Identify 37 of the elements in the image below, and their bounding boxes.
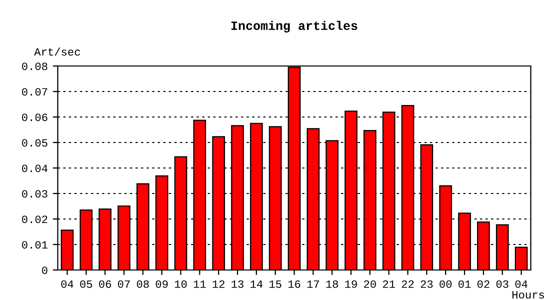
y-tick-label: 0.02 [22,216,48,224]
x-tick-label: 05 [80,280,92,288]
y-tick-label: 0.04 [22,164,48,172]
x-tick-label: 08 [136,280,149,288]
x-tick-label: 19 [345,280,357,288]
x-axis-title: Hours [512,291,544,299]
x-tick-label: 01 [458,280,471,288]
x-tick-label: 18 [326,280,338,288]
y-tick-label: 0.06 [22,114,48,122]
x-tick-label: 12 [212,280,224,288]
x-tick-label: 22 [402,280,414,288]
x-tick-label: 04 [515,280,528,288]
x-tick-label: 02 [477,280,490,288]
y-tick-label: 0.05 [22,139,48,147]
y-axis-title: Art/sec [34,47,80,56]
x-tick-label: 20 [364,280,376,288]
chart-title: Incoming articles [231,20,358,33]
x-tick-label: 03 [496,280,508,288]
x-tick-label: 23 [420,280,433,288]
y-tick-label: 0.03 [22,190,48,198]
x-tick-label: 11 [194,280,206,288]
y-tick-label: 0 [42,266,48,274]
x-tick-label: 13 [232,280,244,288]
x-tick-label: 10 [174,280,187,288]
x-tick-label: 09 [156,280,168,288]
x-tick-label: 00 [440,280,452,288]
x-tick-label: 04 [61,280,74,288]
y-tick-label: 0.08 [22,62,48,70]
x-tick-label: 21 [382,280,395,288]
x-tick-label: 15 [269,280,282,288]
x-tick-label: 07 [118,280,130,288]
x-tick-label: 16 [288,280,300,288]
y-tick-label: 0.01 [22,241,48,249]
x-tick-label: 06 [99,280,111,288]
x-tick-label: 14 [250,280,263,288]
x-tick-label: 17 [307,280,319,288]
y-tick-label: 0.07 [22,88,48,96]
